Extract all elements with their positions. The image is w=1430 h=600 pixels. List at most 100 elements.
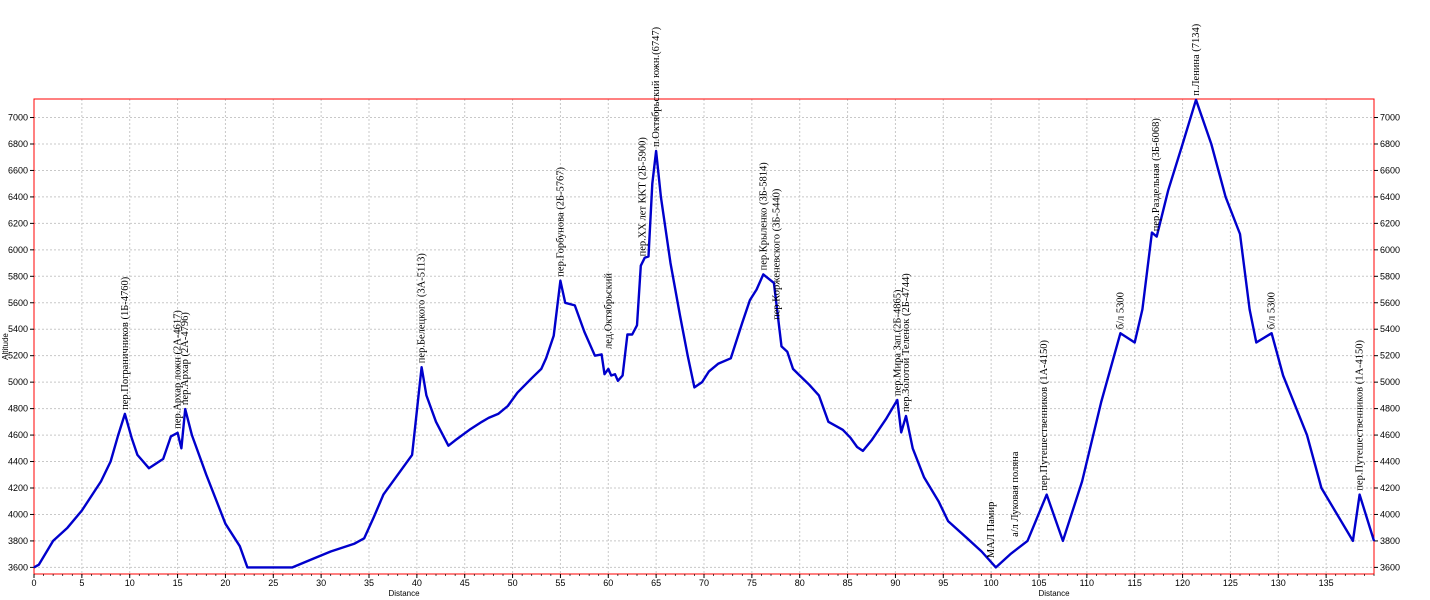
altitude-point bbox=[701, 381, 703, 383]
altitude-point bbox=[583, 331, 585, 333]
x-tick-label: 40 bbox=[412, 578, 422, 588]
altitude-point bbox=[644, 257, 646, 259]
point-annotation: МАЛ Памир bbox=[986, 502, 997, 558]
x-tick-label: 110 bbox=[1080, 578, 1094, 588]
y-tick-label-right: 4200 bbox=[1380, 483, 1400, 493]
y-tick-label-left: 4000 bbox=[8, 509, 28, 519]
altitude-point bbox=[1248, 308, 1251, 310]
altitude-point bbox=[1225, 196, 1227, 198]
altitude-point bbox=[507, 405, 509, 407]
altitude-point bbox=[38, 564, 40, 566]
y-tick-label-left: 6400 bbox=[8, 192, 28, 202]
altitude-point bbox=[1062, 540, 1064, 542]
y-tick-label-left: 5000 bbox=[8, 377, 28, 387]
x-tick-label: 25 bbox=[268, 578, 278, 588]
altitude-point bbox=[912, 447, 914, 449]
altitude-point bbox=[842, 429, 844, 431]
altitude-point bbox=[1181, 143, 1184, 145]
point-annotation: пер.Белецкого (3А-5113) bbox=[417, 253, 428, 364]
x-tick-label: 10 bbox=[125, 578, 135, 588]
point-annotation: а/л Луковая поляна bbox=[1010, 451, 1021, 537]
point-annotation: пер.Путешественников (1А-4150) bbox=[1355, 339, 1366, 490]
grid-lines bbox=[33, 99, 1374, 574]
altitude-point bbox=[870, 439, 873, 441]
x-tick-label: 0 bbox=[31, 578, 36, 588]
altitude-point bbox=[626, 333, 629, 336]
altitude-point bbox=[773, 282, 775, 284]
altitude-point bbox=[849, 437, 852, 439]
altitude-point bbox=[647, 255, 650, 258]
altitude-point bbox=[488, 417, 490, 419]
altitude-point bbox=[1195, 99, 1197, 101]
x-tick-label: 95 bbox=[938, 578, 948, 588]
altitude-point bbox=[136, 454, 138, 456]
y-tick-label-right: 3800 bbox=[1380, 536, 1400, 546]
x-tick-label: 15 bbox=[173, 578, 183, 588]
altitude-line bbox=[33, 98, 1376, 569]
altitude-point bbox=[1009, 553, 1011, 555]
altitude-point bbox=[497, 413, 499, 415]
x-tick-label: 70 bbox=[699, 578, 709, 588]
altitude-point bbox=[1151, 232, 1153, 234]
altitude-point bbox=[310, 558, 313, 561]
y-tick-label-right: 4400 bbox=[1380, 457, 1400, 467]
altitude-point bbox=[574, 304, 576, 307]
x-tick-label: 55 bbox=[555, 578, 565, 588]
altitude-point bbox=[291, 566, 294, 568]
y-tick-label-left: 6200 bbox=[8, 218, 28, 228]
altitude-point bbox=[741, 322, 743, 324]
altitude-point bbox=[1167, 189, 1169, 191]
altitude-point bbox=[363, 537, 365, 539]
x-tick-label: 120 bbox=[1175, 578, 1190, 588]
altitude-point bbox=[81, 509, 83, 512]
altitude-point bbox=[896, 399, 898, 401]
altitude-point bbox=[603, 373, 606, 375]
y-tick-label-left: 5800 bbox=[8, 271, 28, 281]
altitude-point bbox=[205, 474, 207, 476]
annotations: пер.Пограничников (1Б-4760) пер.Архар лож… bbox=[120, 23, 1366, 558]
altitude-point bbox=[749, 299, 751, 301]
x-tick-label: 65 bbox=[651, 578, 661, 588]
y-tick-label-left: 4800 bbox=[8, 404, 28, 414]
altitude-point bbox=[468, 429, 471, 431]
point-annotation: п.Октябрьский южн.(6747) bbox=[651, 26, 662, 147]
y-tick-label-left: 6800 bbox=[8, 139, 28, 149]
x-tick-label: 100 bbox=[984, 578, 999, 588]
altitude-point bbox=[669, 262, 672, 264]
altitude-point bbox=[900, 431, 902, 434]
altitude-point bbox=[1046, 494, 1048, 496]
y-tick-label-right: 4000 bbox=[1380, 509, 1400, 519]
y-axis-title: Altitude bbox=[1, 333, 10, 360]
altitude-point bbox=[1141, 308, 1143, 310]
x-tick-label: 75 bbox=[747, 578, 757, 588]
x-tick-label: 60 bbox=[603, 578, 613, 588]
altitude-point bbox=[622, 374, 624, 377]
altitude-point bbox=[980, 550, 983, 553]
altitude-point bbox=[617, 380, 619, 382]
altitude-point bbox=[995, 566, 997, 568]
altitude-point bbox=[708, 370, 710, 373]
altitude-point bbox=[786, 351, 788, 353]
y-tick-label-left: 5600 bbox=[8, 298, 28, 308]
altitude-point bbox=[1306, 434, 1308, 436]
y-tick-label-left: 7000 bbox=[8, 113, 28, 123]
point-annotation: пер.Золотой Теленок (2Б-4744) bbox=[901, 273, 912, 412]
altitude-point bbox=[1270, 332, 1273, 334]
y-tick-label-right: 4800 bbox=[1380, 404, 1400, 414]
altitude-point bbox=[411, 454, 413, 456]
altitude-point bbox=[679, 315, 681, 317]
altitude-point bbox=[516, 392, 518, 394]
altitude-point bbox=[447, 445, 450, 447]
y-tick-label-right: 6000 bbox=[1380, 245, 1400, 255]
altitude-point bbox=[239, 545, 241, 547]
altitude-point bbox=[862, 450, 864, 452]
altitude-point bbox=[730, 357, 732, 359]
altitude-point bbox=[100, 480, 102, 482]
altitude-point bbox=[1239, 233, 1241, 235]
y-tick-label-right: 6600 bbox=[1380, 165, 1400, 175]
x-axis-title-bottom: Distance bbox=[388, 589, 420, 598]
x-tick-label: 85 bbox=[843, 578, 853, 588]
altitude-point bbox=[425, 394, 428, 396]
altitude-point bbox=[397, 474, 399, 476]
